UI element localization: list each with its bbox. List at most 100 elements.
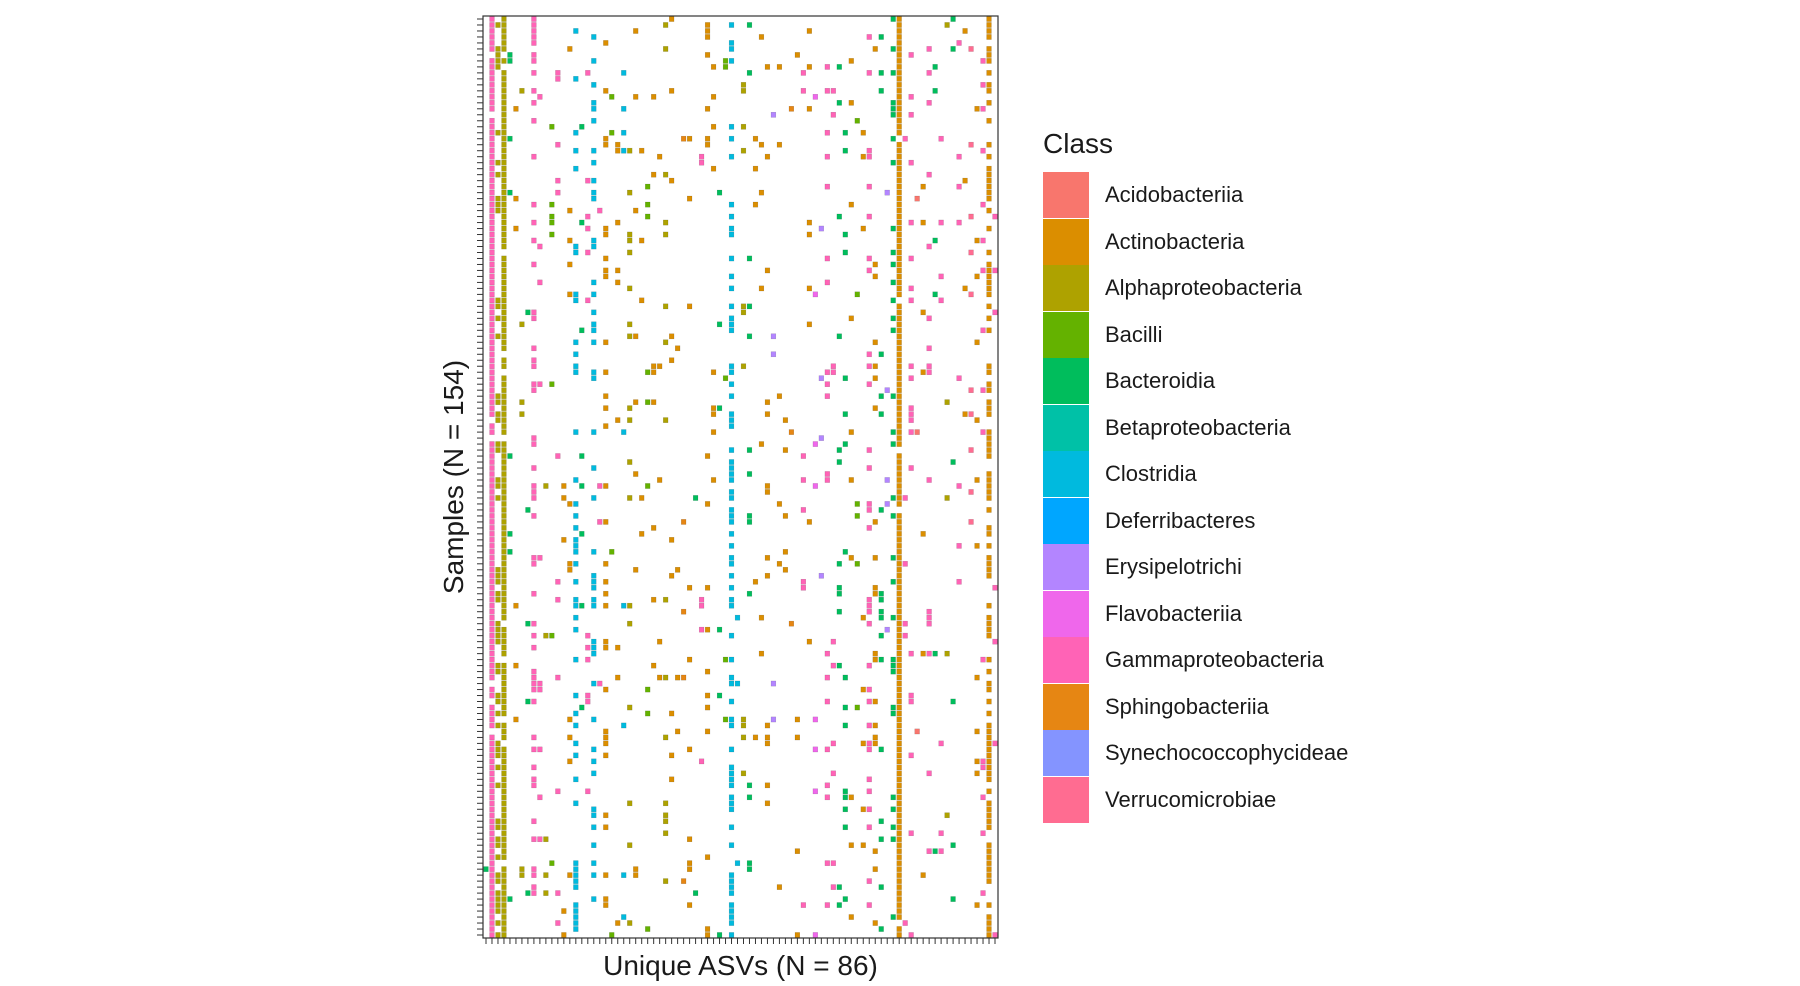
heatmap-cell <box>728 447 735 453</box>
heatmap-cell <box>489 578 495 585</box>
heatmap-cell <box>926 345 932 352</box>
heatmap-cell <box>986 734 992 741</box>
heatmap-cell <box>710 94 717 100</box>
heatmap-cell <box>519 88 525 94</box>
heatmap-cell <box>746 866 753 872</box>
heatmap-cell <box>501 141 507 148</box>
heatmap-cell <box>507 549 513 555</box>
heatmap-cell <box>932 650 938 657</box>
heatmap-cell <box>645 213 651 220</box>
heatmap-cell <box>495 632 501 639</box>
heatmap-cell <box>501 363 507 370</box>
heatmap-cell <box>531 836 537 843</box>
heatmap-cell <box>986 171 992 178</box>
heatmap-cell <box>603 644 609 651</box>
heatmap-cell <box>938 135 944 142</box>
heatmap-cell <box>615 644 621 651</box>
heatmap-cell <box>896 153 902 160</box>
heatmap-cell <box>651 369 657 376</box>
legend-item: Flavobacteriia <box>1043 590 1443 638</box>
heatmap-cell <box>591 680 597 687</box>
heatmap-cell <box>501 513 507 519</box>
heatmap-cell <box>944 495 950 501</box>
heatmap-cell <box>501 782 507 789</box>
heatmap-cell <box>896 686 902 693</box>
heatmap-cell <box>896 770 902 777</box>
heatmap-cell <box>824 279 830 286</box>
heatmap-cell <box>489 195 495 202</box>
heatmap-cell <box>980 237 986 244</box>
heatmap-cell <box>501 561 507 567</box>
heatmap-cell <box>932 88 938 94</box>
heatmap-cell <box>890 668 896 675</box>
heatmap-cell <box>896 722 902 729</box>
heatmap-cell <box>896 309 902 316</box>
heatmap-cell <box>710 411 717 417</box>
heatmap-cell <box>806 231 812 238</box>
heatmap-cell <box>501 902 507 908</box>
legend-swatch <box>1043 311 1089 358</box>
heatmap-cell <box>896 387 902 393</box>
heatmap-cell <box>836 333 842 340</box>
heatmap-cell <box>830 369 836 376</box>
heatmap-cell <box>627 800 633 807</box>
heatmap-cell <box>776 561 783 567</box>
heatmap-cell <box>932 291 938 298</box>
heatmap-cell <box>591 495 597 501</box>
heatmap-cell <box>896 52 902 58</box>
heatmap-cell <box>549 219 555 226</box>
heatmap-cell <box>710 123 717 130</box>
heatmap-cell <box>974 543 980 549</box>
heatmap-cell <box>782 513 789 519</box>
heatmap-cell <box>800 507 806 513</box>
heatmap-cell <box>603 578 609 585</box>
heatmap-cell <box>501 638 507 645</box>
heatmap-cell <box>567 261 573 268</box>
heatmap-cell <box>716 405 723 411</box>
heatmap-cell <box>740 88 747 94</box>
heatmap-cell <box>561 483 567 489</box>
heatmap-cell <box>896 776 902 783</box>
heatmap-cell <box>627 333 633 340</box>
heatmap-cell <box>986 165 992 172</box>
heatmap-cell <box>758 34 765 40</box>
heatmap-cell <box>495 159 501 166</box>
heatmap-cell <box>495 297 501 304</box>
heatmap-cell <box>896 806 902 813</box>
heatmap-cell <box>489 776 495 783</box>
heatmap-cell <box>842 549 848 555</box>
heatmap-cell <box>866 662 872 669</box>
heatmap-cell <box>728 327 735 334</box>
heatmap-cell <box>489 704 495 711</box>
heatmap-cell <box>728 806 735 813</box>
heatmap-cell <box>489 369 495 376</box>
heatmap-cell <box>495 567 501 573</box>
heatmap-cell <box>489 70 495 76</box>
heatmap-cell <box>896 147 902 154</box>
heatmap-cell <box>842 441 848 447</box>
heatmap-cell <box>794 734 800 741</box>
heatmap-cell <box>752 734 759 741</box>
heatmap-cell <box>489 860 495 866</box>
heatmap-cell <box>824 381 830 387</box>
heatmap-cell <box>603 752 609 759</box>
heatmap-cell <box>896 830 902 837</box>
heatmap-cell <box>818 572 824 579</box>
heatmap-cell <box>501 297 507 304</box>
heatmap-cell <box>866 686 872 693</box>
heatmap-cell <box>501 459 507 465</box>
heatmap-cell <box>495 620 501 627</box>
heatmap-cell <box>489 249 495 256</box>
heatmap-cell <box>501 189 507 196</box>
heatmap-cell <box>489 782 495 789</box>
heatmap-cell <box>495 578 501 585</box>
heatmap-cell <box>579 123 585 130</box>
heatmap-cell <box>986 728 992 735</box>
heatmap-cell <box>932 64 938 70</box>
heatmap-cell <box>615 267 621 274</box>
heatmap-cell <box>848 100 854 106</box>
heatmap-cell <box>986 812 992 819</box>
legend-swatch <box>1043 544 1089 591</box>
heatmap-cell <box>639 495 645 501</box>
heatmap-cell <box>920 531 926 537</box>
